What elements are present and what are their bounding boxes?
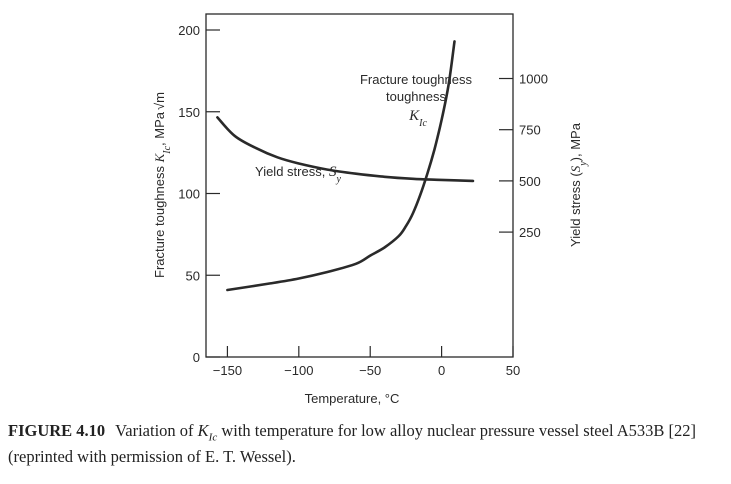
y-left-tick-label: 50	[186, 268, 200, 283]
x-tick-label: −100	[284, 363, 313, 378]
series-label-yield-stress: Yield stress, Sy	[255, 164, 341, 185]
y-left-tick-label: 0	[193, 350, 200, 365]
series-label-kic-symbol: KIc	[408, 108, 427, 129]
x-tick-label: −50	[359, 363, 381, 378]
y-right-tick-label: 250	[519, 225, 541, 240]
yield-stress-curve	[216, 116, 475, 183]
caption-text-1: Variation of	[115, 421, 198, 440]
y-left-tick-label: 150	[178, 105, 200, 120]
caption-text-2: with temperature for low alloy nuclear p…	[8, 421, 697, 467]
y-left-tick-label: 200	[178, 23, 200, 38]
y-right-tick-label: 750	[519, 123, 541, 138]
y-right-tick-label: 500	[519, 174, 541, 189]
series-label-fracture-toughness-line2: toughness	[386, 89, 446, 104]
x-tick-label: −150	[213, 363, 242, 378]
series-label-fracture-toughness: Fracture toughness	[360, 72, 473, 87]
plot-frame	[205, 13, 514, 358]
chart: −150 −100 −50 0 500501001502002505007501000 …	[152, 13, 589, 406]
caption-symbol: K	[197, 421, 209, 440]
fracture-toughness-curve	[226, 40, 456, 292]
series-layer	[216, 40, 475, 292]
caption-label: FIGURE 4.10	[8, 421, 106, 440]
y-left-axis-label: Fracture toughness KIc, MPa√m	[152, 92, 173, 278]
caption-symbol-sub: Ic	[208, 431, 218, 444]
y-right-axis-label: Yield stress (Sy), MPa	[568, 122, 589, 247]
x-tick-label: 0	[438, 363, 445, 378]
x-axis-label: Temperature, °C	[305, 391, 400, 406]
x-tick-label: 50	[506, 363, 520, 378]
figure-caption: FIGURE 4.10 Variation of KIc with tempera…	[8, 421, 723, 467]
y-left-tick-label: 100	[178, 187, 200, 202]
y-right-tick-label: 1000	[519, 72, 548, 87]
